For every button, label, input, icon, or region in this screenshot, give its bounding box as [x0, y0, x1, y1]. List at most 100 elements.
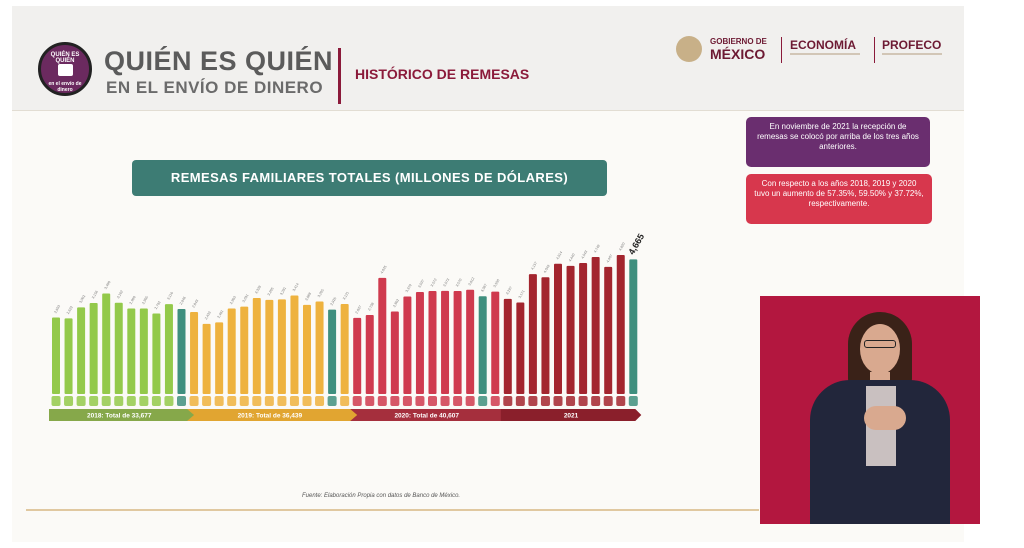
month-chip — [202, 396, 212, 406]
bar-value-label: 2,862 — [392, 298, 400, 308]
bar-2021 — [516, 302, 525, 394]
bar-2021 — [604, 266, 613, 394]
bar-value-label: 3,550 — [493, 278, 501, 288]
bar-2021 — [616, 254, 625, 394]
month-chip — [177, 396, 186, 406]
month-chip — [566, 396, 576, 406]
year-band-label: 2021 — [564, 413, 579, 420]
page-title-line2: EN EL ENVÍO DE DINERO — [106, 78, 324, 97]
month-chip — [365, 396, 375, 406]
interpreter-face — [860, 324, 900, 374]
bar-value-label: 3,162 — [116, 290, 124, 300]
bar-value-label: 4,543 — [581, 250, 589, 260]
bar-value-label: 3,328 — [254, 285, 262, 295]
month-chip — [239, 396, 249, 406]
page-title-line1: QUIÉN ES QUIÉN — [104, 46, 334, 76]
bar-value-label: 2,966 — [129, 295, 137, 305]
month-chip — [616, 396, 626, 406]
month-chip — [51, 396, 61, 406]
sign-language-interpreter-video — [760, 296, 980, 524]
bar-value-label: 4,049 — [543, 264, 551, 274]
month-chip — [101, 396, 111, 406]
month-chip — [289, 396, 299, 406]
month-chip — [264, 396, 274, 406]
bar-value-label: 3,486 — [104, 280, 112, 290]
remittances-bar-chart: 2,653 2,622 3,002 3,156 3,486 3,162 2,966 2,965… — [49, 232, 646, 421]
bar-2020 — [365, 315, 374, 394]
bar-value-label: 4,820 — [618, 242, 626, 252]
month-chip — [528, 396, 538, 406]
bar-value-label: 4,025 — [380, 265, 388, 275]
source-note: Fuente: Elaboración Propia con datos de … — [302, 493, 461, 499]
bar-2019 — [215, 322, 224, 394]
bar-2021 — [528, 274, 537, 394]
month-chip — [478, 396, 488, 406]
bar-value-label: 2,946 — [179, 296, 187, 306]
note-november: En noviembre de 2021 la recepción de rem… — [746, 117, 930, 167]
month-chip — [377, 396, 387, 406]
header-divider — [338, 48, 341, 104]
bar-value-label: 4,665 — [626, 232, 646, 257]
bar-2019 — [340, 303, 349, 394]
month-chip — [76, 396, 86, 406]
year-band-2018 — [49, 409, 197, 421]
bar-value-label: 2,637 — [355, 305, 363, 315]
month-chip — [114, 396, 124, 406]
logo-text-top: QUIÉN ES QUIÉN — [50, 52, 80, 64]
bar-2020 — [491, 291, 500, 394]
month-chip — [390, 396, 400, 406]
bar-2018 — [77, 307, 86, 394]
bar-2018 — [164, 304, 173, 394]
month-chip — [340, 396, 350, 406]
gov-divider — [874, 37, 875, 63]
mexico-seal-icon — [676, 36, 702, 62]
bar-2018 — [177, 309, 186, 394]
bar-value-label: 4,157 — [530, 261, 538, 271]
month-chip — [578, 396, 588, 406]
bar-2018 — [139, 308, 148, 394]
bar-value-label: 3,002 — [79, 294, 87, 304]
bar-2018 — [114, 302, 123, 394]
month-chip — [139, 396, 149, 406]
month-chip — [428, 396, 437, 406]
year-band-2021 — [500, 409, 642, 421]
bar-value-label: 3,414 — [292, 282, 300, 292]
wallet-icon — [58, 64, 73, 76]
bar-value-label: 2,843 — [191, 299, 199, 309]
bar-2019 — [303, 304, 311, 394]
bar-2020 — [478, 296, 487, 394]
bar-value-label: 3,297 — [505, 286, 513, 296]
bar-2019 — [190, 311, 199, 394]
bar-value-label: 3,121 — [342, 291, 350, 301]
bar-value-label: 2,925 — [330, 296, 338, 306]
bar-2020 — [403, 296, 412, 394]
month-chip — [402, 396, 412, 406]
month-chip — [540, 396, 550, 406]
bar-value-label: 4,440 — [568, 253, 576, 263]
bar-2021 — [554, 263, 562, 394]
bar-2020 — [466, 289, 475, 394]
bar-value-label: 3,156 — [91, 290, 99, 300]
month-chip — [327, 396, 337, 406]
bar-value-label: 3,537 — [417, 279, 425, 289]
mexico-text: MÉXICO — [710, 46, 766, 62]
month-chip — [628, 396, 638, 406]
bar-2020 — [378, 277, 387, 394]
bar-value-label: 3,572 — [430, 278, 438, 288]
month-chip — [503, 396, 513, 406]
bar-2020 — [415, 291, 424, 394]
bar-value-label: 2,653 — [53, 304, 61, 314]
bar-value-label: 2,433 — [204, 311, 212, 321]
bar-value-label: 2,738 — [367, 302, 375, 312]
bar-2021 — [566, 265, 575, 394]
footer-line — [26, 509, 759, 511]
month-chip — [277, 396, 287, 406]
month-chip — [164, 396, 174, 406]
bar-value-label: 3,281 — [279, 286, 287, 296]
bar-2018 — [127, 308, 136, 394]
bar-2021 — [541, 277, 550, 394]
bar-value-label: 3,570 — [455, 278, 463, 288]
bar-value-label: 3,379 — [405, 283, 413, 293]
bar-value-label: 2,963 — [229, 295, 237, 305]
bar-2019 — [265, 299, 274, 394]
